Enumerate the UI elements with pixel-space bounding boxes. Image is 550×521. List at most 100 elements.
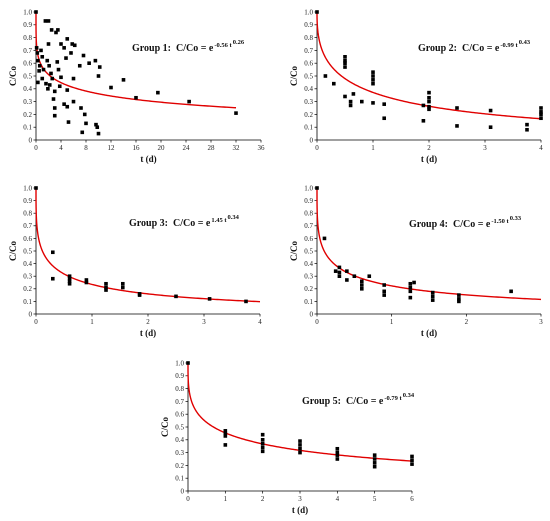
data-point (539, 112, 543, 117)
data-point (322, 236, 327, 241)
data-point (137, 293, 142, 297)
data-point (45, 58, 50, 63)
y-tick-label: 0 (181, 487, 185, 495)
data-point (121, 78, 126, 82)
data-point (351, 92, 356, 96)
data-point (457, 293, 461, 297)
x-tick-label: 1 (224, 495, 228, 503)
x-tick-label: 3 (483, 144, 487, 152)
y-tick-label: 0.2 (23, 285, 32, 293)
data-point (455, 106, 459, 110)
data-point (49, 71, 53, 76)
data-point (40, 76, 45, 81)
data-point (323, 74, 328, 78)
x-tick-label: 0 (34, 318, 38, 326)
data-point (59, 42, 63, 46)
data-point (47, 83, 52, 87)
y-tick-label: 0 (29, 136, 33, 144)
fit-equation: Group 4: C/Co = e-1.50 t0.33 (409, 215, 522, 230)
y-tick-label: 0.1 (304, 298, 313, 306)
y-tick-label: 0.5 (23, 72, 32, 80)
data-point (187, 99, 191, 104)
data-point (96, 131, 101, 136)
y-tick-label: 0.3 (304, 273, 313, 281)
panel-group-2: 0 0.1 0.2 0.3 0.4 0.5 0.6 0.7 0.8 0.9 1.0 0 1 2 3 4 t (d… (289, 8, 543, 164)
x-tick-label: 24 (183, 144, 191, 152)
data-point (80, 130, 85, 135)
data-point (156, 90, 160, 95)
data-point (67, 276, 72, 281)
data-point (67, 281, 72, 286)
data-point (408, 289, 413, 294)
data-point (260, 441, 265, 446)
equation-power: 0.26 (233, 39, 245, 46)
x-axis-title: t (d) (140, 328, 156, 338)
data-point (69, 51, 73, 55)
data-point (65, 37, 70, 41)
data-point (104, 288, 108, 292)
data-point (37, 69, 41, 73)
data-point (84, 278, 89, 282)
data-point (51, 276, 55, 281)
panel-group-4: 0 0.1 0.2 0.3 0.4 0.5 0.6 0.7 0.8 0.9 1.0 0 1 2 3 t (d)… (289, 184, 543, 338)
x-axis-title: t (d) (421, 328, 437, 338)
y-tick-label: 0.4 (175, 436, 184, 444)
y-tick-label: 0.3 (23, 98, 32, 106)
data-point (62, 102, 66, 106)
y-tick-label: 0.2 (304, 285, 313, 293)
equation-exponent: -0.99 t (500, 42, 518, 49)
data-point (46, 87, 50, 91)
data-point (348, 99, 353, 104)
data-point (371, 78, 375, 82)
data-point (36, 80, 40, 85)
panel-group-3: 0 0.1 0.2 0.3 0.4 0.5 0.6 0.7 0.8 0.9 1.0 0 1 2 3 4 t (d… (8, 184, 262, 338)
data-point (67, 279, 72, 284)
data-point (71, 76, 76, 81)
x-tick-label: 1 (371, 144, 375, 152)
data-point (337, 265, 342, 270)
equation-exponent: -1.50 t (491, 218, 509, 225)
data-point (260, 432, 265, 437)
data-point (52, 113, 57, 118)
data-point (40, 55, 45, 59)
data-point (382, 116, 386, 121)
data-point (371, 81, 375, 86)
x-tick-label: 16 (133, 144, 141, 152)
equation-exponent: -0.79 t (384, 395, 402, 402)
y-tick-label: 0.4 (304, 260, 313, 268)
data-point (430, 298, 435, 302)
y-tick-label: 0.5 (175, 423, 184, 431)
data-point (64, 56, 68, 60)
data-point (59, 75, 63, 80)
fit-curve (35, 12, 237, 109)
y-axis-title: C/Co (8, 66, 18, 86)
x-tick-label: 0 (186, 495, 190, 503)
data-point (34, 10, 38, 14)
y-axis-title: C/Co (289, 241, 299, 261)
data-point (77, 63, 82, 68)
data-point (525, 122, 529, 127)
data-point (427, 90, 431, 95)
data-point (382, 289, 386, 294)
y-tick-label: 0.7 (304, 47, 313, 55)
data-point (427, 104, 431, 109)
y-tick-label: 0.7 (175, 398, 184, 406)
fit-equation: Group 2: C/Co = e-0.99 t0.43 (418, 39, 531, 54)
data-point (260, 449, 265, 454)
data-point (47, 63, 51, 68)
y-axis-title: C/Co (289, 66, 299, 86)
data-point (410, 462, 414, 466)
data-point (372, 457, 377, 461)
data-point (333, 269, 338, 273)
data-point (65, 104, 70, 109)
data-point (51, 250, 55, 255)
data-point (525, 127, 529, 132)
data-point (539, 110, 543, 114)
x-tick-label: 32 (233, 144, 241, 152)
x-tick-label: 12 (108, 144, 116, 152)
x-tick-label: 36 (258, 144, 266, 152)
y-tick-label: 0.8 (23, 34, 32, 42)
equation-base: C/Co = e (453, 219, 491, 230)
data-point (337, 274, 342, 278)
data-point (298, 443, 302, 447)
